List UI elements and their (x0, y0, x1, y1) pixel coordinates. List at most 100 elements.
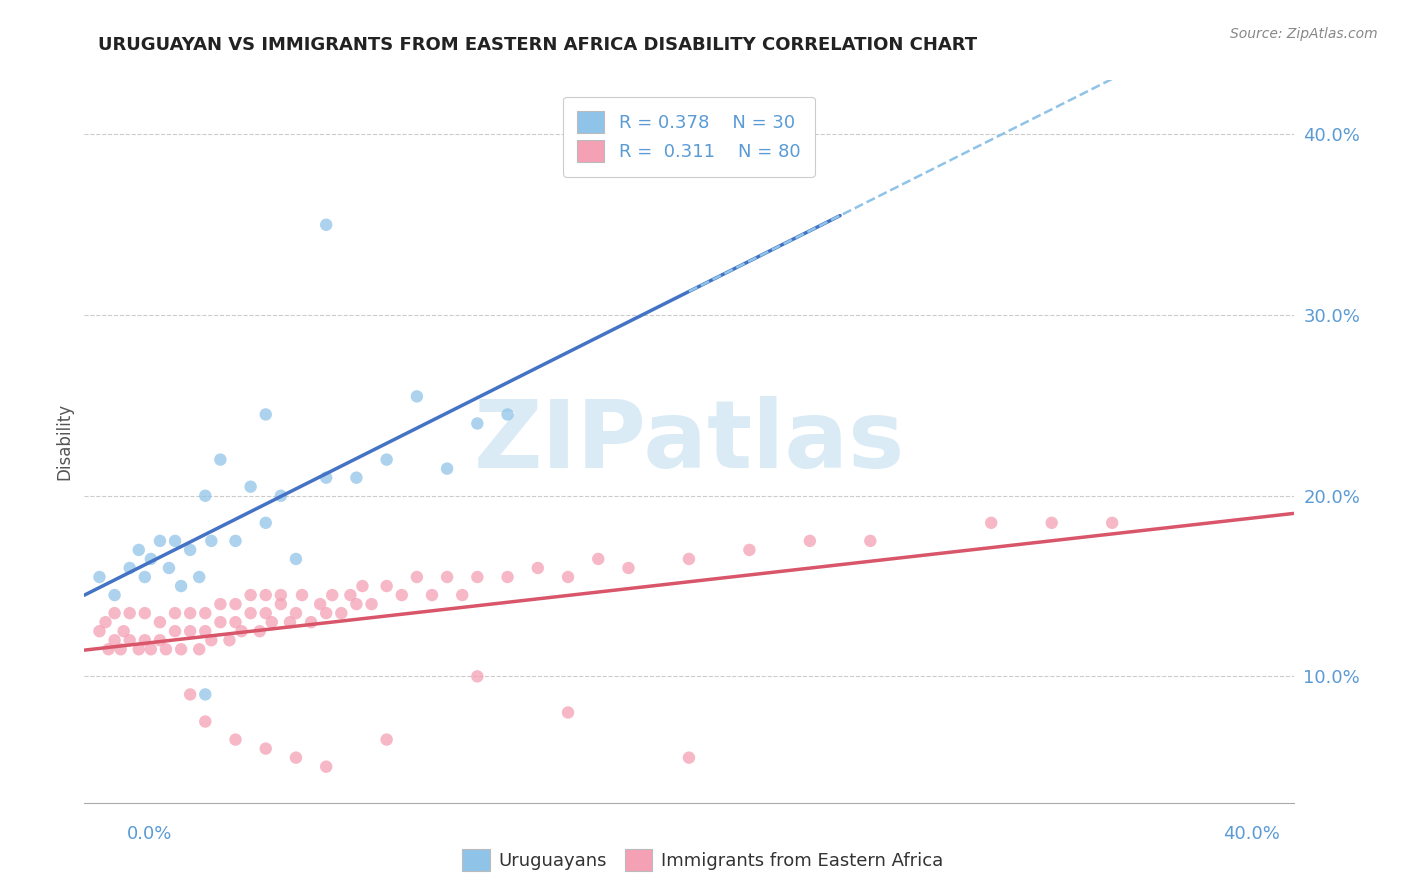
Point (118, 633, 141, 648)
Point (467, 417, 489, 431)
Point (149, 533, 172, 548)
Point (588, 552, 610, 566)
Point (139, 642, 162, 657)
Point (128, 542, 150, 557)
Point (406, 570, 429, 584)
Point (149, 615, 172, 630)
Point (309, 597, 332, 611)
Point (270, 489, 292, 503)
Point (352, 579, 374, 593)
Point (118, 561, 141, 575)
Point (451, 588, 474, 602)
Point (436, 461, 458, 475)
Point (104, 606, 127, 620)
Point (980, 516, 1002, 530)
Text: 0.0%: 0.0% (127, 825, 172, 843)
Point (321, 588, 343, 602)
Point (527, 561, 550, 575)
Point (170, 579, 193, 593)
Point (249, 624, 271, 639)
Y-axis label: Disability: Disability (55, 403, 73, 480)
Point (188, 642, 211, 657)
Point (194, 714, 217, 729)
Point (194, 624, 217, 639)
Point (89, 570, 111, 584)
Point (285, 750, 308, 764)
Point (375, 452, 398, 467)
Point (209, 452, 232, 467)
Point (315, 760, 337, 774)
Point (254, 516, 277, 530)
Point (859, 533, 882, 548)
Point (496, 570, 519, 584)
Point (315, 606, 337, 620)
Point (165, 624, 187, 639)
Point (557, 706, 579, 720)
Point (1101, 516, 1123, 530)
Point (194, 606, 217, 620)
Point (218, 633, 240, 648)
Text: ZIPatlas: ZIPatlas (474, 395, 904, 488)
Point (155, 642, 177, 657)
Point (179, 687, 201, 701)
Point (391, 588, 413, 602)
Text: Source: ZipAtlas.com: Source: ZipAtlas.com (1230, 27, 1378, 41)
Point (1040, 516, 1063, 530)
Legend: R = 0.378    N = 30, R =  0.311    N = 80: R = 0.378 N = 30, R = 0.311 N = 80 (562, 96, 815, 177)
Point (157, 561, 180, 575)
Point (360, 597, 382, 611)
Point (254, 408, 277, 422)
Point (406, 389, 429, 403)
Point (170, 642, 193, 657)
Point (346, 597, 368, 611)
Legend: Uruguayans, Immigrants from Eastern Africa: Uruguayans, Immigrants from Eastern Afri… (456, 842, 950, 879)
Point (467, 570, 489, 584)
Point (200, 533, 222, 548)
Point (315, 218, 337, 232)
Point (239, 606, 262, 620)
Point (239, 588, 262, 602)
Point (299, 615, 322, 630)
Point (617, 561, 640, 575)
Point (330, 606, 353, 620)
Point (188, 570, 211, 584)
Point (149, 633, 172, 648)
Point (239, 480, 262, 494)
Point (118, 606, 141, 620)
Point (139, 552, 162, 566)
Point (209, 597, 232, 611)
Point (285, 606, 308, 620)
Point (231, 624, 253, 639)
Point (557, 570, 579, 584)
Point (104, 633, 127, 648)
Point (134, 606, 156, 620)
Point (225, 597, 247, 611)
Point (254, 588, 277, 602)
Point (678, 552, 700, 566)
Point (278, 615, 301, 630)
Point (97, 642, 120, 657)
Point (315, 471, 337, 485)
Point (200, 633, 222, 648)
Point (209, 615, 232, 630)
Point (420, 588, 443, 602)
Point (112, 624, 135, 639)
Point (375, 732, 398, 747)
Point (194, 489, 217, 503)
Point (285, 552, 308, 566)
Point (225, 615, 247, 630)
Point (436, 570, 458, 584)
Point (128, 642, 150, 657)
Point (678, 750, 700, 764)
Point (291, 588, 314, 602)
Point (179, 606, 201, 620)
Point (179, 624, 201, 639)
Point (94, 615, 117, 630)
Point (738, 542, 761, 557)
Point (339, 588, 361, 602)
Point (496, 408, 519, 422)
Point (89, 624, 111, 639)
Point (225, 732, 247, 747)
Point (467, 669, 489, 683)
Point (134, 633, 156, 648)
